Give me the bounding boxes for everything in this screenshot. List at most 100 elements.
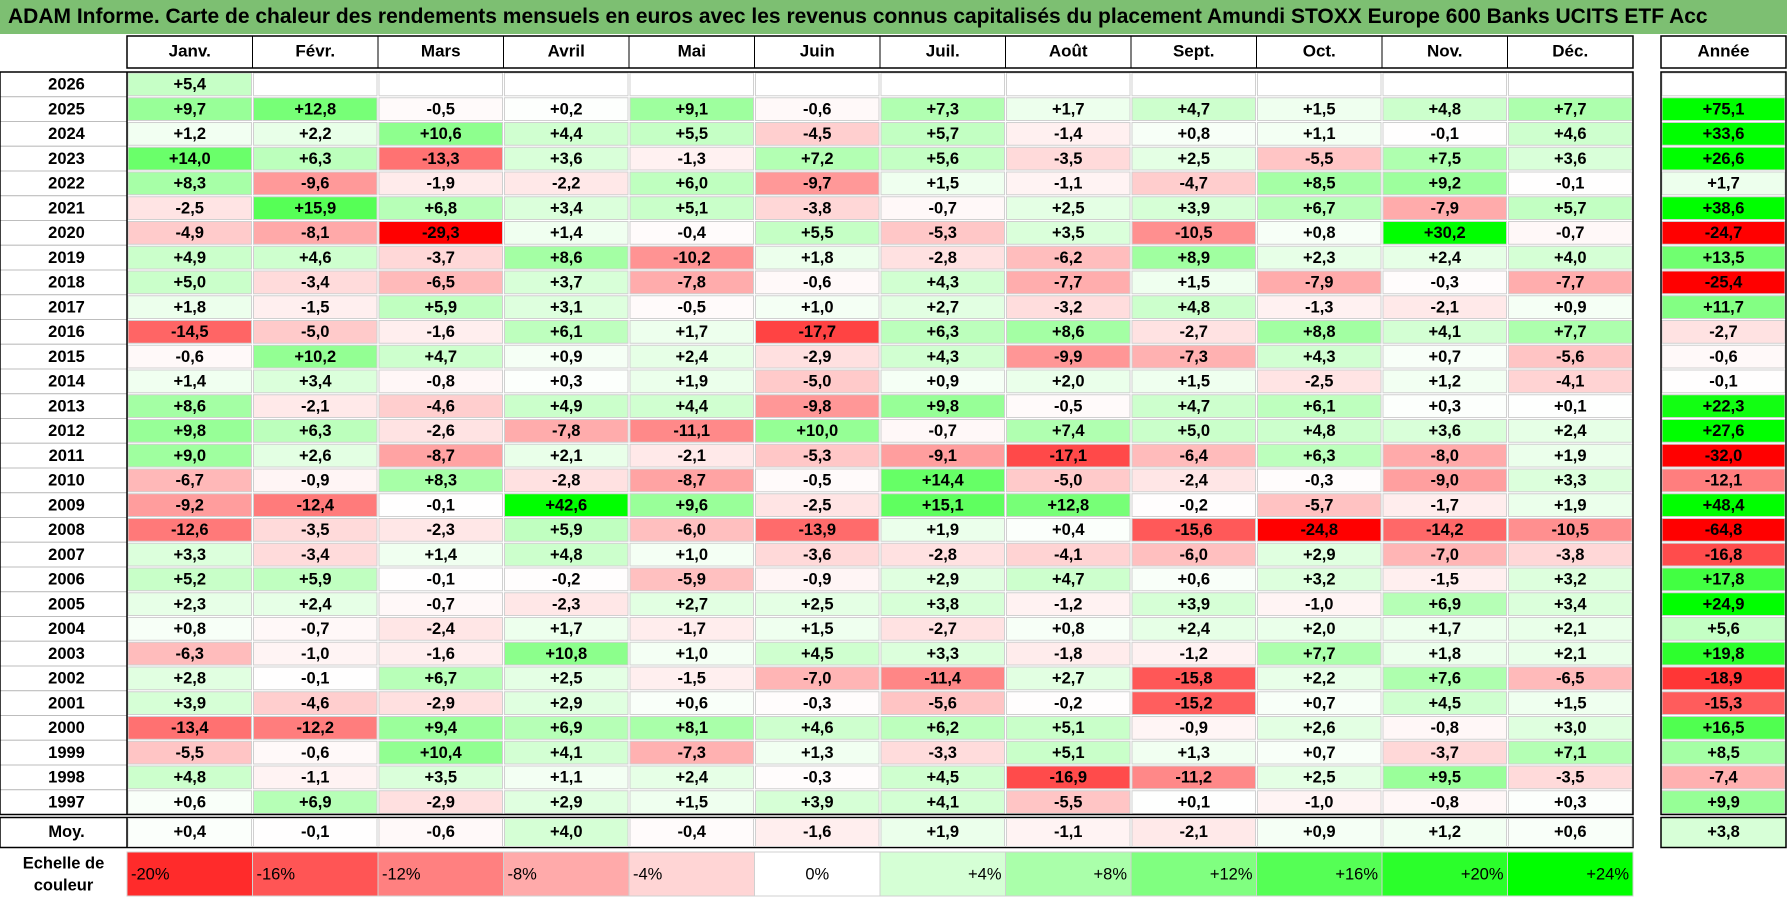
heatmap-cell xyxy=(1131,122,1256,146)
cell-value: +3,3 xyxy=(173,546,206,564)
annual-cell xyxy=(1661,666,1786,691)
cell-value: +10,4 xyxy=(420,744,463,762)
heatmap-cell xyxy=(755,295,880,319)
heatmap-cell xyxy=(1382,790,1507,814)
annual-value: -18,9 xyxy=(1705,670,1743,688)
heatmap-cell xyxy=(755,765,880,790)
month-header-label: Août xyxy=(1049,41,1088,60)
heatmap-cell xyxy=(1131,221,1256,245)
cell-value: +4,5 xyxy=(926,769,959,787)
cell-value: +0,2 xyxy=(550,100,583,118)
heatmap-cell xyxy=(504,493,629,517)
heatmap-cell xyxy=(253,146,378,171)
legend-swatch xyxy=(754,851,881,897)
heatmap-cell xyxy=(1257,122,1382,146)
cell-value: -4,6 xyxy=(301,694,329,712)
cell-value: +9,8 xyxy=(926,397,959,415)
heatmap-cell xyxy=(253,790,378,814)
cell-value: -6,5 xyxy=(427,274,455,292)
heatmap-cell xyxy=(1508,344,1633,369)
cell-value: -5,0 xyxy=(1054,472,1082,490)
heatmap-cell xyxy=(755,97,880,121)
cell-value: +1,5 xyxy=(801,620,834,638)
cell-value: -1,2 xyxy=(1180,645,1208,663)
heatmap-cell xyxy=(1382,468,1507,493)
cell-value: +1,4 xyxy=(424,546,457,564)
cell-value: +4,7 xyxy=(1177,397,1210,415)
cell-value: +1,5 xyxy=(926,175,959,193)
cell-value: -0,2 xyxy=(1180,496,1208,514)
annual-cell xyxy=(1661,518,1786,542)
cell-value: +3,1 xyxy=(550,298,583,316)
legend-label: -20% xyxy=(131,865,170,883)
average-value: -2,1 xyxy=(1180,823,1208,841)
cell-value: +4,1 xyxy=(1428,323,1461,341)
cell-value: +3,5 xyxy=(1052,224,1085,242)
cell-value: -5,7 xyxy=(1305,496,1333,514)
cell-value: -0,9 xyxy=(1180,719,1208,737)
legend-label: -12% xyxy=(382,865,421,883)
cell-value: -0,7 xyxy=(929,422,957,440)
heatmap-cell xyxy=(629,790,754,814)
cell-value: -0,8 xyxy=(1431,793,1459,811)
heatmap-cell xyxy=(1006,394,1131,418)
legend-label: +8% xyxy=(1094,865,1128,883)
month-header-label: Mai xyxy=(678,41,706,60)
heatmap-cell xyxy=(629,542,754,567)
cell-value: -1,1 xyxy=(1054,175,1082,193)
cell-value: -1,5 xyxy=(301,298,329,316)
heatmap-cell xyxy=(253,592,378,616)
heatmap-cell xyxy=(880,765,1005,790)
cell-value: +3,9 xyxy=(1177,595,1210,613)
year-label: 2001 xyxy=(48,694,85,712)
heatmap-cell xyxy=(880,419,1005,443)
heatmap-cell xyxy=(1257,765,1382,790)
cell-value: -11,4 xyxy=(924,670,962,688)
cell-value: -0,3 xyxy=(1431,274,1459,292)
cell-value: +2,0 xyxy=(1052,373,1085,391)
heatmap-cell xyxy=(378,617,503,641)
annual-cell xyxy=(1661,419,1786,443)
cell-value: +7,4 xyxy=(1052,422,1085,440)
annual-cell xyxy=(1661,641,1786,666)
cell-value: -2,3 xyxy=(427,521,455,539)
average-cell xyxy=(880,818,1005,847)
cell-value: -2,5 xyxy=(176,199,204,217)
heatmap-cell xyxy=(755,617,880,641)
cell-value: +5,1 xyxy=(1052,744,1085,762)
cell-value: +2,3 xyxy=(173,595,206,613)
cell-value: +3,6 xyxy=(550,150,583,168)
legend-label: -8% xyxy=(508,865,538,883)
heatmap-cell xyxy=(1508,790,1633,814)
cell-value: -0,3 xyxy=(1305,472,1333,490)
annual-cell xyxy=(1661,567,1786,592)
heatmap-cell xyxy=(1006,72,1131,97)
cell-value: -5,3 xyxy=(929,224,957,242)
cell-value: +4,4 xyxy=(550,125,583,143)
legend-label: +12% xyxy=(1210,865,1253,883)
cell-value: +5,6 xyxy=(926,150,959,168)
cell-value: -2,9 xyxy=(427,793,455,811)
cell-value: +2,9 xyxy=(550,793,583,811)
year-cell xyxy=(0,145,128,172)
cell-value: +7,7 xyxy=(1303,645,1336,663)
heatmap-cell xyxy=(1131,344,1256,369)
chart-title: ADAM Informe. Carte de chaleur des rende… xyxy=(0,0,1787,34)
heatmap-cell xyxy=(378,518,503,542)
cell-value: -2,1 xyxy=(301,397,329,415)
average-value: -1,6 xyxy=(803,823,831,841)
cell-value: +10,2 xyxy=(294,348,336,366)
cell-value: -1,5 xyxy=(678,670,706,688)
heatmap-cell xyxy=(1257,468,1382,493)
heatmap-cell xyxy=(253,344,378,369)
cell-value: +2,5 xyxy=(550,670,583,688)
cell-value: +2,6 xyxy=(299,447,332,465)
cell-value: +42,6 xyxy=(545,496,587,514)
cell-value: -6,2 xyxy=(1054,249,1082,267)
heatmap-cell xyxy=(880,72,1005,97)
cell-value: +9,5 xyxy=(1428,769,1461,787)
cell-value: -7,8 xyxy=(678,274,706,292)
heatmap-cell xyxy=(378,790,503,814)
cell-value: +1,8 xyxy=(801,249,834,267)
heatmap-cell xyxy=(1508,320,1633,344)
